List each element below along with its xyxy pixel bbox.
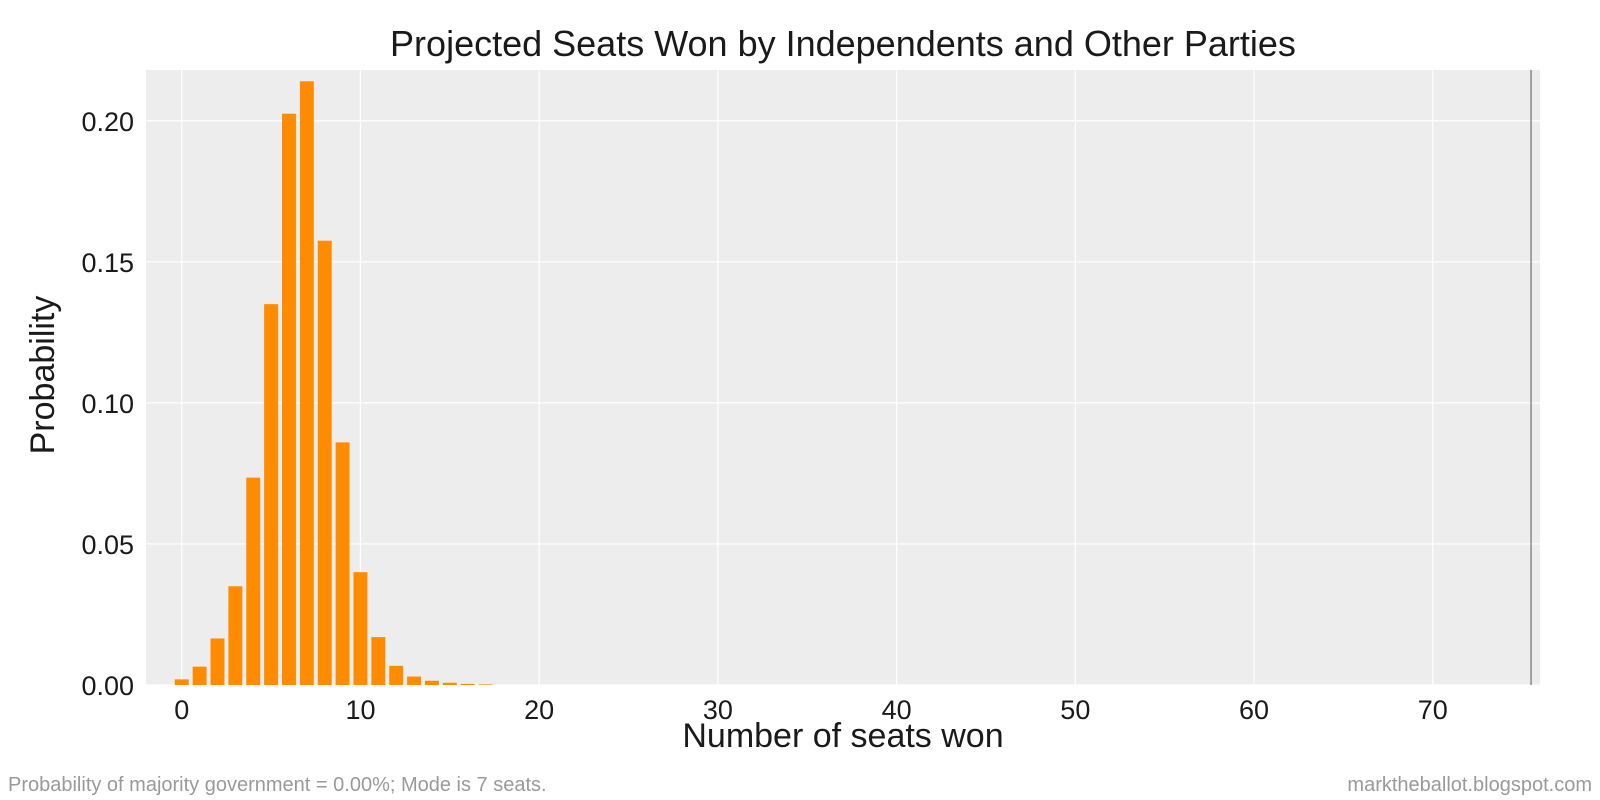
x-tick-label-6: 60 <box>1239 695 1269 725</box>
x-tick-label-0: 0 <box>174 695 189 725</box>
x-tick-label-3: 30 <box>703 695 733 725</box>
bar-seats-14 <box>424 680 439 685</box>
bar-seats-1 <box>192 666 207 685</box>
bar-seats-8 <box>317 240 332 685</box>
bar-seats-0 <box>174 679 189 685</box>
y-axis-label: Probability <box>24 296 62 455</box>
bar-seats-11 <box>371 637 386 685</box>
footer-source: marktheballot.blogspot.com <box>1347 774 1592 796</box>
bar-seats-5 <box>264 304 279 685</box>
x-tick-label-2: 20 <box>524 695 554 725</box>
y-tick-label-0: 0.00 <box>81 671 134 701</box>
y-tick-label-4: 0.20 <box>81 107 134 137</box>
y-tick-label-2: 0.10 <box>81 389 134 419</box>
x-tick-label-4: 40 <box>882 695 912 725</box>
x-tick-label-5: 50 <box>1060 695 1090 725</box>
bar-seats-9 <box>335 442 350 685</box>
chart-title: Projected Seats Won by Independents and … <box>390 23 1296 64</box>
x-tick-label-1: 10 <box>345 695 375 725</box>
bar-seats-6 <box>282 113 296 686</box>
bar-seats-3 <box>228 586 243 685</box>
bar-seats-12 <box>389 665 404 685</box>
footer-note: Probability of majority government = 0.0… <box>8 774 547 796</box>
bar-seats-16 <box>460 683 475 685</box>
y-axis-ticks: 0.00 0.05 0.10 0.15 0.20 <box>81 107 134 701</box>
bars <box>174 81 493 686</box>
y-tick-label-1: 0.05 <box>81 530 134 560</box>
bar-seats-15 <box>442 682 457 685</box>
bar-seats-13 <box>407 676 422 685</box>
x-axis-ticks: 0 10 20 30 40 50 60 70 <box>174 695 1448 725</box>
bar-seats-10 <box>353 572 368 685</box>
plot-area-background <box>146 70 1540 685</box>
bar-seats-17 <box>478 684 493 685</box>
bar-seats-4 <box>246 477 261 685</box>
bar-seats-7 <box>299 81 314 685</box>
bar-seats-2 <box>210 638 225 685</box>
x-tick-label-7: 70 <box>1418 695 1448 725</box>
x-axis-label: Number of seats won <box>682 717 1003 755</box>
y-tick-label-3: 0.15 <box>81 248 134 278</box>
